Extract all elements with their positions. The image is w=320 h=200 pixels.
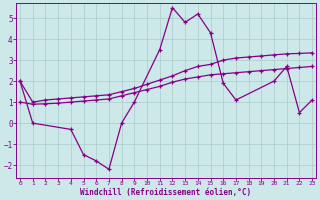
X-axis label: Windchill (Refroidissement éolien,°C): Windchill (Refroidissement éolien,°C) [81, 188, 252, 197]
